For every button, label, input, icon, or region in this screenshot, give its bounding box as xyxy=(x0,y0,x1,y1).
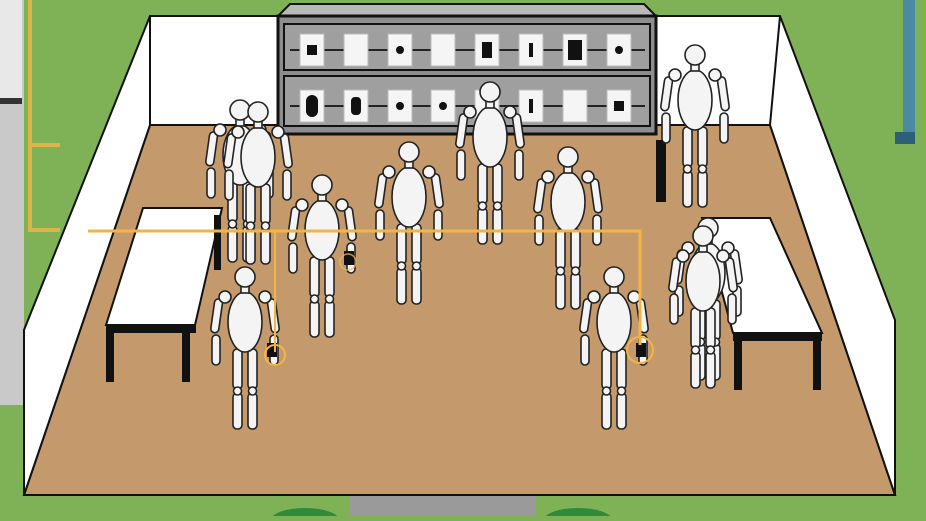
shelf-item xyxy=(387,33,413,67)
shelf-item xyxy=(343,89,369,123)
shelf-item xyxy=(430,33,456,67)
highlight-ring-left xyxy=(264,344,286,366)
figure-mid-center xyxy=(374,141,444,305)
figure-front-right xyxy=(579,266,649,430)
shelf-item xyxy=(430,89,456,123)
figure-right-2 xyxy=(668,225,738,389)
shelf-item xyxy=(562,89,588,123)
shelf-item xyxy=(562,33,588,67)
shelf-item xyxy=(299,33,325,67)
shelf-item xyxy=(343,33,369,67)
held-item xyxy=(344,251,354,265)
shelf-item xyxy=(474,33,500,67)
highlight-ring-mid xyxy=(339,253,357,271)
shelf-item xyxy=(518,89,544,123)
shelf-item xyxy=(387,89,413,123)
shelf-item xyxy=(299,89,325,123)
figure-back-right xyxy=(660,44,730,208)
held-item xyxy=(636,343,646,357)
figure-mid-left xyxy=(287,174,357,338)
highlight-ring-right xyxy=(626,336,654,364)
figure-front-left xyxy=(210,266,280,430)
shelf-item xyxy=(606,33,632,67)
outside-path-line xyxy=(28,0,60,232)
figure-mid-right xyxy=(533,146,603,310)
doorway xyxy=(350,496,536,516)
shelf-item xyxy=(606,89,632,123)
left-wall xyxy=(23,15,151,496)
outside-structure-base xyxy=(895,132,915,144)
outside-building-edge xyxy=(0,98,22,104)
shelf-items xyxy=(299,33,632,123)
held-item xyxy=(267,343,277,357)
figure-back-center xyxy=(455,81,525,245)
outside-building-panel xyxy=(0,0,22,100)
outside-structure xyxy=(903,0,915,140)
left-table xyxy=(104,207,224,382)
shelf-leg xyxy=(656,140,666,202)
shelf-item xyxy=(518,33,544,67)
right-wall xyxy=(768,15,896,496)
figures xyxy=(205,44,743,430)
figure-back-left-2 xyxy=(223,101,293,265)
highlight-connection xyxy=(88,229,654,366)
